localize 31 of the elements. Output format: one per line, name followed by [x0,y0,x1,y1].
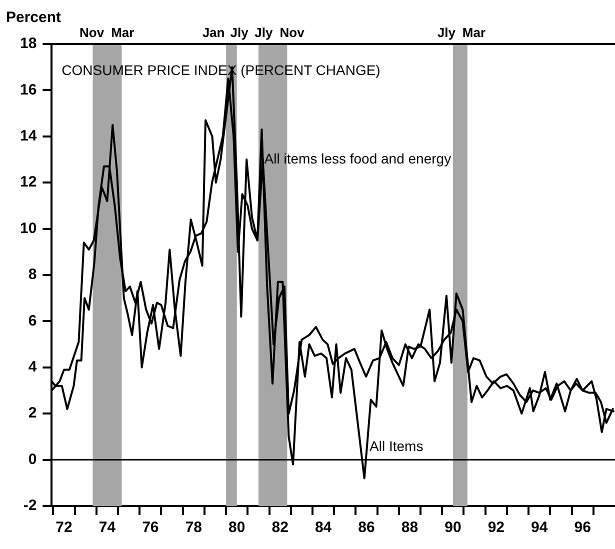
band-label: Nov Mar [80,25,134,40]
x-tick-label: 74 [98,519,116,536]
band-label: Jly Nov [254,25,306,40]
y-tick-label: 2 [28,404,37,422]
x-tick-label: 90 [444,519,462,536]
y-tick-label: 0 [28,450,37,468]
x-tick-label: 78 [185,519,202,536]
y-tick-label: 8 [28,266,37,284]
y-tick-label: 6 [28,312,37,330]
annotation: All Items [370,438,424,454]
x-tick-label: 92 [488,519,504,536]
x-tick-label: 72 [56,519,72,536]
y-tick-label: 12 [20,174,37,191]
x-tick-label: 88 [401,519,418,536]
x-tick-label: 82 [272,519,288,536]
y-tick-label: 18 [20,35,37,52]
x-tick-label: 86 [358,519,375,536]
y-tick-label: 14 [20,128,38,145]
y-tick-label: -2 [23,497,37,514]
x-tick-label: 96 [574,519,591,536]
x-tick-label: 76 [142,519,159,536]
y-tick-label: 4 [28,358,38,376]
x-tick-label: 80 [228,519,246,536]
y-axis-title: Percent [6,9,62,26]
y-tick-label: 10 [20,220,37,237]
band-label: Jly Mar [437,25,486,40]
x-tick-label: 84 [314,519,332,536]
y-tick-label: 16 [20,81,37,98]
annotation: All items less food and energy [264,150,452,166]
x-tick-label: 94 [531,519,548,536]
band-label: Jan Jly [202,25,250,40]
